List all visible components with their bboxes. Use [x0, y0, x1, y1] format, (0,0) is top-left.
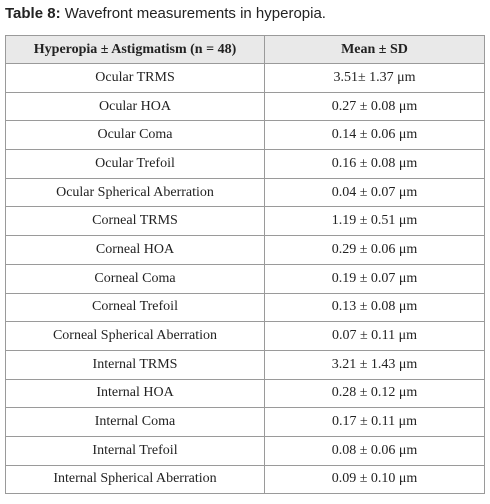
row-label: Ocular Coma: [5, 120, 265, 151]
row-value: 1.19 ± 0.51 μm: [264, 206, 485, 237]
row-label: Internal Coma: [5, 407, 265, 437]
row-label: Internal Trefoil: [5, 435, 265, 466]
row-label: Ocular TRMS: [5, 63, 265, 93]
row-label: Internal TRMS: [5, 349, 265, 380]
row-label: Internal Spherical Aberration: [5, 464, 265, 495]
row-value: 0.13 ± 0.08 μm: [264, 292, 485, 323]
wavefront-table: Hyperopia ± Astigmatism (n = 48) Mean ± …: [5, 35, 485, 495]
table-row: Corneal Spherical Aberration 0.07 ± 0.11 …: [5, 321, 485, 351]
table-row: Ocular Coma 0.14 ± 0.06 μm: [5, 120, 485, 151]
table-body: Ocular TRMS 3.51± 1.37 μm Ocular HOA 0.27 …: [5, 63, 485, 495]
table-row: Internal Trefoil 0.08 ± 0.06 μm: [5, 435, 485, 466]
row-value: 3.21 ± 1.43 μm: [264, 349, 485, 380]
row-value: 0.14 ± 0.06 μm: [264, 120, 485, 151]
row-label: Ocular Trefoil: [5, 149, 265, 179]
column-header-parameter: Hyperopia ± Astigmatism (n = 48): [5, 35, 265, 64]
row-value: 0.29 ± 0.06 μm: [264, 235, 485, 265]
row-label: Ocular HOA: [5, 91, 265, 122]
row-value: 3.51± 1.37 μm: [264, 63, 485, 93]
row-label: Corneal Coma: [5, 263, 265, 294]
row-value: 0.07 ± 0.11 μm: [264, 321, 485, 351]
table-row: Corneal Coma 0.19 ± 0.07 μm: [5, 263, 485, 294]
table-row: Ocular HOA 0.27 ± 0.08 μm: [5, 91, 485, 122]
table-caption: Table 8: Wavefront measurements in hyper…: [5, 5, 326, 22]
row-value: 0.16 ± 0.08 μm: [264, 149, 485, 179]
row-value: 0.17 ± 0.11 μm: [264, 407, 485, 437]
row-label: Corneal TRMS: [5, 206, 265, 237]
row-value: 0.08 ± 0.06 μm: [264, 435, 485, 466]
table-row: Internal HOA 0.28 ± 0.12 μm: [5, 378, 485, 409]
row-value: 0.27 ± 0.08 μm: [264, 91, 485, 122]
row-value: 0.09 ± 0.10 μm: [264, 464, 485, 495]
table-row: Internal TRMS 3.21 ± 1.43 μm: [5, 349, 485, 380]
row-value: 0.19 ± 0.07 μm: [264, 263, 485, 294]
table-row: Corneal Trefoil 0.13 ± 0.08 μm: [5, 292, 485, 323]
row-label: Corneal HOA: [5, 235, 265, 265]
row-label: Internal HOA: [5, 378, 265, 409]
table-row: Ocular Trefoil 0.16 ± 0.08 μm: [5, 149, 485, 179]
row-label: Ocular Spherical Aberration: [5, 177, 265, 208]
table-title: Wavefront measurements in hyperopia.: [60, 5, 326, 22]
table-header: Hyperopia ± Astigmatism (n = 48) Mean ± …: [5, 35, 485, 64]
table-row: Corneal TRMS 1.19 ± 0.51 μm: [5, 206, 485, 237]
table-row: Internal Spherical Aberration 0.09 ± 0.10…: [5, 464, 485, 495]
row-value: 0.28 ± 0.12 μm: [264, 378, 485, 409]
table-label: Table 8:: [5, 5, 61, 22]
table-row: Ocular Spherical Aberration 0.04 ± 0.07 μ…: [5, 177, 485, 208]
row-value: 0.04 ± 0.07 μm: [264, 177, 485, 208]
column-header-mean-sd: Mean ± SD: [264, 35, 485, 64]
table-row: Internal Coma 0.17 ± 0.11 μm: [5, 407, 485, 437]
header-row: Hyperopia ± Astigmatism (n = 48) Mean ± …: [5, 35, 485, 64]
table-row: Ocular TRMS 3.51± 1.37 μm: [5, 63, 485, 93]
table-row: Corneal HOA 0.29 ± 0.06 μm: [5, 235, 485, 265]
row-label: Corneal Spherical Aberration: [5, 321, 265, 351]
row-label: Corneal Trefoil: [5, 292, 265, 323]
